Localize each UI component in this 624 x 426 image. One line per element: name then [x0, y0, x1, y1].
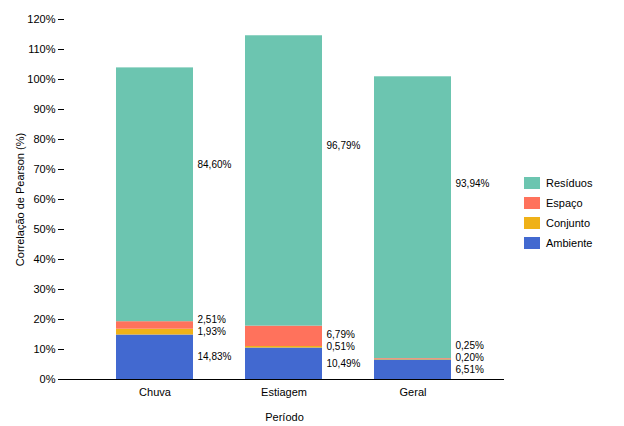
svg-text:Estiagem: Estiagem: [261, 386, 307, 398]
svg-text:90%: 90%: [33, 103, 55, 115]
html-text:Espaço: Espaço: [546, 197, 583, 209]
svg-text:1,93%: 1,93%: [198, 326, 226, 337]
svg-text:10,49%: 10,49%: [327, 358, 361, 369]
svg-text:0,25%: 0,25%: [456, 340, 484, 351]
svg-text:60%: 60%: [33, 193, 55, 205]
svg-text:93,94%: 93,94%: [456, 178, 490, 189]
svg-text:50%: 50%: [33, 223, 55, 235]
svg-text:110%: 110%: [28, 43, 56, 55]
html-text:Resíduos: Resíduos: [546, 177, 593, 189]
svg-text:84,60%: 84,60%: [198, 159, 232, 170]
svg-text:96,79%: 96,79%: [327, 140, 361, 151]
svg-text:Período: Período: [265, 411, 304, 423]
svg-text:20%: 20%: [33, 313, 55, 325]
svg-text:120%: 120%: [27, 13, 55, 25]
svg-text:Geral: Geral: [400, 386, 427, 398]
svg-text:14,83%: 14,83%: [198, 351, 232, 362]
svg-text:40%: 40%: [33, 253, 55, 265]
html-text:Conjunto: Conjunto: [546, 217, 590, 229]
svg-text:80%: 80%: [33, 133, 55, 145]
svg-text:0,51%: 0,51%: [327, 341, 355, 352]
svg-text:100%: 100%: [27, 73, 55, 85]
svg-text:6,51%: 6,51%: [456, 364, 484, 375]
svg-text:30%: 30%: [33, 283, 55, 295]
svg-text:Chuva: Chuva: [139, 386, 172, 398]
svg-text:6,79%: 6,79%: [327, 329, 355, 340]
svg-text:0,20%: 0,20%: [456, 352, 484, 363]
svg-text:0%: 0%: [40, 373, 56, 385]
html-text:Ambiente: Ambiente: [546, 237, 593, 249]
svg-text:10%: 10%: [33, 343, 55, 355]
svg-text:Correlação de Pearson (%): Correlação de Pearson (%): [14, 133, 26, 266]
svg-text:2,51%: 2,51%: [198, 314, 226, 325]
svg-text:70%: 70%: [33, 163, 55, 175]
